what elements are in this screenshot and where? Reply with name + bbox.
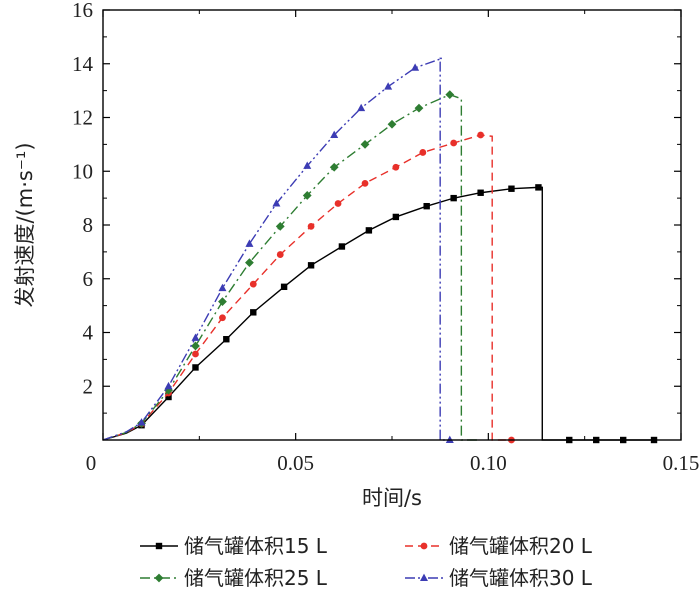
data-point [165,393,172,401]
legend-marker [154,573,164,583]
data-point [361,179,369,187]
origin-label: 0 [86,451,97,475]
legend-item-1: 储气罐体积15 L [140,534,328,558]
legend-marker [420,573,428,581]
legend-item-2: 储气罐体积20 L [405,534,593,558]
y-tick-label: 8 [83,213,94,237]
data-point [330,130,339,138]
data-point [164,385,173,395]
data-point [272,199,281,207]
data-point [303,161,312,169]
series-line-3 [102,93,481,441]
data-point [477,131,485,139]
x-axis-title: 时间/s [362,486,422,510]
data-point [445,435,454,443]
data-point [307,262,315,269]
series-1 [102,184,658,444]
y-tick-label: 6 [83,267,94,291]
legend-item-4: 储气罐体积30 L [405,566,593,590]
data-point [276,251,284,258]
x-tick-label: 0.05 [277,451,314,475]
data-point [275,221,285,231]
data-point [365,227,373,234]
series-line-2 [102,134,512,441]
data-point [191,333,200,341]
y-tick-label: 4 [83,321,94,345]
data-point [218,297,227,306]
data-point [223,336,230,343]
data-point [280,283,288,291]
data-point [445,90,455,100]
x-tick-label: 0.10 [470,451,507,475]
data-point [249,280,257,288]
data-point [302,191,312,200]
series-layer [102,57,658,444]
data-point [423,202,430,210]
data-point [338,243,346,250]
y-tick-label: 14 [72,52,94,76]
data-point [307,222,315,230]
data-point [137,418,146,426]
legend-label: 储气罐体积30 L [449,566,593,590]
data-point [219,314,226,322]
data-point [384,82,393,90]
data-point [535,184,542,191]
data-point [164,381,173,390]
series-line-1 [102,186,655,441]
data-point [392,213,400,221]
legend-label: 储气罐体积15 L [184,534,328,558]
y-axis-title: 发射速度/(m·s⁻¹) [13,142,37,307]
legend: 储气罐体积15 L 储气罐体积20 L 储气罐体积25 L 储气罐体积30 L [140,534,593,590]
data-point [218,283,227,292]
x-tick-label: 0.15 [663,451,700,475]
data-point [329,162,339,172]
data-point [191,341,200,351]
data-point [508,185,515,192]
legend-marker [155,542,163,550]
legend-marker [420,542,428,550]
series-4 [102,57,454,443]
data-point [392,163,400,171]
y-tick-label: 16 [72,0,93,22]
data-point [245,239,254,247]
series-3 [102,90,481,441]
data-point [360,139,370,149]
plot-frame [102,9,682,441]
tick-layer: 0.05 0.10 0.15 0 2 4 6 8 10 12 14 16 [72,0,699,475]
data-point [245,258,254,268]
data-point [334,200,342,207]
data-point [414,103,424,113]
data-point [411,63,420,71]
data-point [477,189,484,196]
series-2 [102,131,515,444]
legend-item-3: 储气罐体积25 L [140,566,328,590]
y-tick-label: 2 [83,374,94,398]
data-point [419,149,427,156]
y-tick-label: 12 [72,106,93,130]
data-point [250,309,257,316]
series-line-4 [102,57,450,441]
data-point [450,194,457,202]
y-tick-label: 10 [72,159,93,183]
data-point [387,119,397,129]
legend-label: 储气罐体积25 L [184,566,328,590]
legend-label: 储气罐体积20 L [449,534,593,558]
data-point [192,350,199,358]
data-point [357,103,366,112]
data-point [192,364,199,371]
data-point [450,139,458,147]
